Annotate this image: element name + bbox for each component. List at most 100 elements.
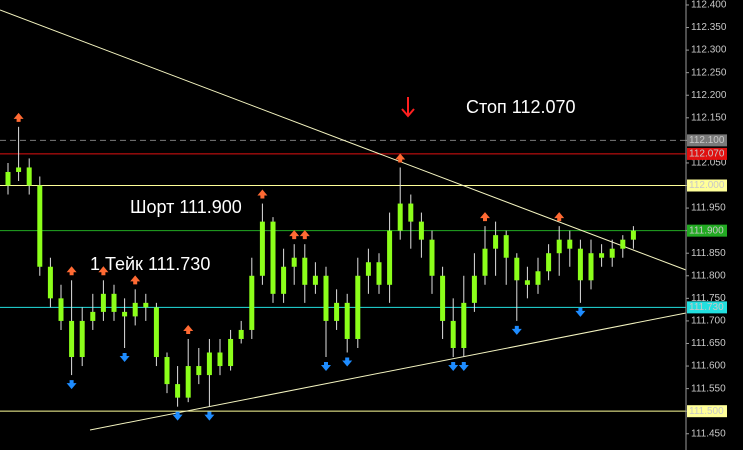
fractal-down: [204, 411, 215, 421]
candle-body: [270, 221, 276, 294]
candle-body: [355, 275, 361, 339]
fractal-up: [554, 212, 565, 222]
fractal-up: [13, 112, 24, 122]
candle-body: [599, 253, 605, 258]
fractal-down: [172, 411, 183, 421]
candle-body: [132, 302, 138, 317]
y-tick-label: 111.800: [691, 270, 726, 281]
level-label-box: [687, 405, 727, 418]
y-tick-label: 111.950: [691, 203, 726, 214]
candle-body: [397, 203, 403, 231]
y-tick-label: 111.750: [691, 293, 726, 304]
candle-body: [47, 266, 53, 299]
candle-body: [143, 302, 149, 308]
candle-body: [58, 298, 64, 321]
y-tick-label: 112.400: [691, 0, 727, 11]
y-tick-label: 112.150: [691, 112, 727, 123]
y-tick-label: 111.450: [691, 428, 726, 439]
candle-body: [344, 302, 350, 339]
price-axis-ticks: 112.400 112.350 112.300 112.250 112.200 112.1…: [686, 0, 727, 439]
candle-body: [69, 320, 75, 358]
level-label-box: [687, 134, 727, 147]
fractal-up: [130, 275, 141, 285]
annotation: Стоп 112.070: [466, 97, 576, 117]
candle-body: [365, 262, 371, 276]
candle-body: [620, 239, 626, 249]
candle-body: [312, 275, 318, 285]
fractal-up: [289, 230, 300, 240]
y-tick-label: 112.350: [691, 22, 727, 33]
fractal-down: [342, 357, 353, 367]
candle-body: [164, 357, 170, 385]
level-label-box: [687, 147, 727, 160]
y-tick-label: 111.850: [691, 248, 726, 259]
candle-body: [153, 307, 159, 358]
fractal-up: [395, 153, 406, 163]
candle-body: [482, 248, 488, 276]
candle-body: [228, 338, 234, 367]
candle-body: [429, 239, 435, 276]
candle-body: [408, 203, 414, 222]
candle-body: [5, 171, 11, 186]
candle-body: [111, 293, 117, 312]
candle-body: [535, 271, 541, 285]
candle-body: [122, 311, 128, 317]
annotation: 1 Тейк 111.730: [90, 254, 210, 274]
candle-body: [418, 221, 424, 240]
level-label: 111.500: [689, 406, 724, 417]
fractal-down: [321, 362, 331, 372]
y-tick-label: 112.050: [691, 158, 727, 169]
fractal-up: [98, 266, 109, 276]
candle-body: [546, 253, 552, 272]
candle-body: [609, 248, 615, 258]
level-label: 112.000: [689, 180, 725, 191]
candle-body: [238, 329, 244, 339]
candle-body: [376, 262, 382, 285]
fractal-down: [575, 307, 586, 317]
fractal-up: [299, 230, 310, 240]
level-label-box: [687, 301, 727, 314]
candle-body: [259, 221, 265, 276]
y-tick-label: 111.700: [691, 316, 726, 327]
candle-body: [217, 352, 223, 367]
candle-body: [26, 167, 32, 186]
candle-body: [100, 293, 106, 312]
y-tick-label: 112.200: [691, 90, 727, 101]
level-label: 112.070: [689, 149, 725, 160]
fractal-down: [458, 362, 469, 372]
candle-body: [16, 167, 22, 172]
candle-body: [588, 253, 594, 281]
y-tick-label: 111.600: [691, 361, 726, 372]
candle-body: [37, 185, 43, 267]
y-tick-label: 111.550: [691, 383, 726, 394]
candle-body: [387, 230, 393, 285]
candle-body: [567, 239, 573, 249]
candle-body: [493, 235, 499, 249]
fractal-down: [511, 325, 522, 335]
candle-body: [503, 235, 509, 258]
candle-body: [79, 320, 85, 358]
annotation: Шорт 111.900: [130, 197, 242, 217]
fractal-up: [480, 212, 490, 222]
y-tick-label: 111.650: [691, 338, 726, 349]
candle-body: [471, 275, 477, 303]
candle-body: [450, 320, 456, 348]
level-label: 111.900: [689, 225, 724, 236]
candle-body: [440, 275, 446, 321]
candle-body: [175, 384, 181, 398]
candle-body: [524, 280, 530, 285]
candle-body: [630, 230, 636, 240]
y-tick-label: 112.300: [691, 45, 727, 56]
candle-body: [334, 302, 340, 321]
fractal-up: [257, 189, 268, 199]
candle-body: [291, 257, 297, 267]
signal-arrow: [401, 97, 415, 118]
candle-body: [185, 366, 191, 398]
fractals: [13, 112, 586, 421]
candle-body: [323, 275, 329, 321]
fractal-up: [183, 324, 194, 334]
candle-body: [196, 366, 202, 376]
